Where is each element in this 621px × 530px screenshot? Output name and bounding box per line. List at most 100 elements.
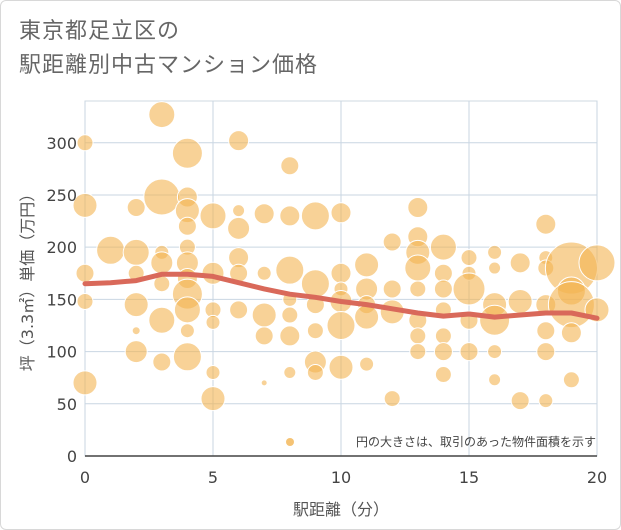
data-point xyxy=(459,342,479,362)
data-point xyxy=(279,205,301,227)
legend-note: 円の大きさは、取引のあった物件面積を示す xyxy=(356,434,596,449)
data-point xyxy=(281,306,299,324)
data-point xyxy=(328,354,354,380)
data-point xyxy=(152,352,172,372)
data-point xyxy=(205,314,221,330)
data-point xyxy=(76,292,94,310)
data-point xyxy=(509,252,531,274)
data-point xyxy=(578,244,616,282)
data-point xyxy=(122,238,150,266)
data-point xyxy=(124,340,148,364)
chart-title: 東京都足立区の 駅距離別中古マンション価格 xyxy=(19,15,318,83)
x-tick-label: 5 xyxy=(208,468,218,487)
data-point xyxy=(330,262,352,284)
data-point xyxy=(256,265,272,281)
y-tick-label: 250 xyxy=(46,186,77,205)
data-point xyxy=(253,203,275,225)
data-point xyxy=(123,292,149,318)
data-point xyxy=(254,326,274,346)
y-axis-title: 坪（3.3㎡）単価（万円） xyxy=(18,186,37,371)
data-point xyxy=(359,356,375,372)
data-point xyxy=(383,390,401,408)
data-point xyxy=(126,198,146,217)
data-point xyxy=(76,134,94,152)
x-axis-title: 駅距離（分） xyxy=(293,500,389,519)
data-point xyxy=(354,252,380,278)
data-point xyxy=(434,366,452,384)
data-point xyxy=(300,201,330,231)
data-point xyxy=(433,279,453,299)
data-point xyxy=(148,101,176,129)
data-point xyxy=(306,322,324,340)
data-point xyxy=(177,216,197,236)
data-point xyxy=(148,306,176,334)
x-tick-label: 10 xyxy=(331,468,351,487)
data-point xyxy=(131,326,141,336)
trend-line xyxy=(82,271,600,321)
title-line-1: 東京都足立区の xyxy=(19,19,181,44)
data-point xyxy=(143,178,181,216)
data-point xyxy=(354,304,380,330)
data-point xyxy=(300,269,330,299)
data-point xyxy=(409,343,427,361)
data-point xyxy=(433,342,453,362)
data-point xyxy=(96,235,126,265)
data-point xyxy=(283,365,297,379)
data-point xyxy=(232,204,246,218)
data-point xyxy=(260,379,268,387)
legend-bubble-icon xyxy=(286,438,294,446)
data-point xyxy=(179,323,195,339)
data-point xyxy=(434,327,452,345)
data-point xyxy=(229,300,249,320)
data-point xyxy=(171,137,203,169)
data-point xyxy=(75,263,95,283)
data-point xyxy=(404,254,432,282)
data-point xyxy=(488,261,502,275)
data-point xyxy=(150,251,174,275)
data-point xyxy=(172,342,202,372)
data-point xyxy=(487,344,503,360)
data-point xyxy=(382,232,402,252)
y-tick-label: 150 xyxy=(46,290,77,309)
data-point xyxy=(330,202,352,224)
data-point xyxy=(72,370,98,396)
x-tick-label: 20 xyxy=(587,468,607,487)
data-point xyxy=(510,391,530,411)
data-point xyxy=(487,244,503,260)
data-point xyxy=(535,213,557,235)
title-line-2: 駅距離別中古マンション価格 xyxy=(19,53,319,78)
data-point xyxy=(536,321,556,341)
data-point xyxy=(199,202,227,230)
data-point xyxy=(200,386,226,412)
data-point xyxy=(460,249,478,267)
y-tick-label: 300 xyxy=(46,134,77,153)
x-tick-label: 15 xyxy=(459,468,479,487)
data-point xyxy=(326,310,356,340)
data-point xyxy=(173,296,201,324)
data-point xyxy=(409,280,427,298)
data-point xyxy=(507,288,533,314)
data-point xyxy=(536,342,556,362)
data-point xyxy=(306,363,324,381)
data-point xyxy=(407,197,429,218)
y-tick-label: 50 xyxy=(57,395,77,414)
data-point xyxy=(72,192,98,218)
y-tick-label: 200 xyxy=(46,238,77,257)
data-point xyxy=(479,304,511,336)
data-point xyxy=(228,130,250,152)
data-point xyxy=(409,327,427,345)
data-point xyxy=(275,255,305,285)
data-point xyxy=(382,279,402,299)
x-tick-label: 0 xyxy=(80,468,90,487)
data-point xyxy=(538,393,554,409)
data-point xyxy=(562,371,580,389)
data-point xyxy=(280,156,300,176)
data-point xyxy=(279,325,301,347)
data-point xyxy=(488,373,502,387)
data-point xyxy=(227,216,251,240)
data-point xyxy=(560,322,582,344)
y-tick-label: 100 xyxy=(46,343,77,362)
data-point xyxy=(452,272,486,306)
